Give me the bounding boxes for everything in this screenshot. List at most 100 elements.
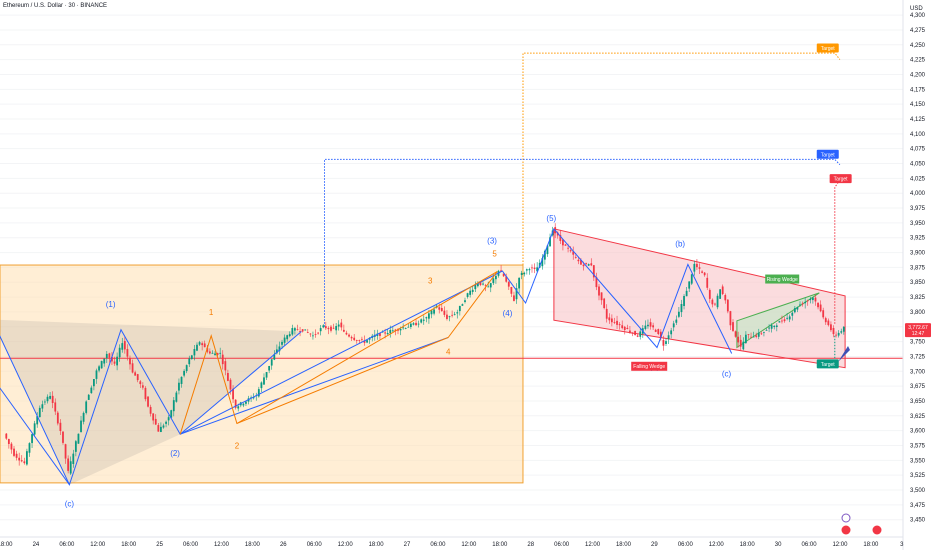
candle-body [296,329,299,331]
candle-body [714,303,716,305]
wave-label: 5 [492,250,497,259]
target-tag [816,43,839,53]
candle-body [778,321,781,323]
candle-body [520,272,523,275]
price-tick: 3,575 [910,443,926,449]
candle-body [832,327,835,335]
candle-body [559,234,562,241]
candle-body [190,355,193,360]
rising-wedge-zone [736,292,820,349]
candle-body [154,418,157,425]
rising-wedge-tag [765,274,800,284]
wave-label: 4 [446,348,451,357]
candle-body [840,331,843,333]
candle-body [711,299,714,305]
candle-body [608,317,611,321]
candle-body [118,347,121,358]
candle-body [59,422,62,432]
candle-body [337,324,340,327]
time-tick: 18:00 [369,542,385,548]
candle-body [399,328,402,331]
candle-body [245,401,247,404]
time-tick: 26 [280,542,287,548]
candle-body [456,312,459,314]
time-tick: 24 [33,542,40,548]
candle-body [827,320,830,326]
candle-body [160,426,162,432]
candle-body [590,263,593,266]
candle-body [252,397,255,399]
candle-body [546,245,549,255]
candle-body [13,448,15,456]
candle-body [260,382,263,389]
candle-body [453,314,456,316]
candle-body [536,267,539,272]
consolidation-box [0,264,524,484]
falling-wedge-label: Falling Wedge [633,364,665,370]
target-label: Target [834,177,849,183]
candle-body [791,312,794,316]
candle-body [580,260,582,265]
candle-body [572,251,575,255]
candle-body [670,330,673,335]
price-tick: 3,800 [910,310,926,316]
candle-body [314,334,317,335]
candle-body [242,403,245,406]
candle-body [389,329,392,334]
candle-body [587,264,590,266]
price-tick: 3,925 [910,236,926,242]
candle-body [5,433,8,439]
candle-body [706,277,709,288]
candle-body [273,354,276,360]
candle-body [518,277,521,289]
candle-body [283,337,286,343]
candle-body [667,335,670,340]
candle-body [144,387,147,400]
candle-body [49,395,51,399]
price-tick: 4,250 [910,43,926,49]
price-tick: 4,200 [910,72,926,78]
candle-body [629,330,631,333]
candle-body [80,420,82,433]
wave-line [0,387,70,485]
candle-body [703,272,706,276]
candle-body [26,451,28,465]
candle-body [788,316,791,320]
candle-body [428,313,430,319]
candle-body [621,325,624,329]
candle-body [23,461,26,464]
target-tag [816,359,839,369]
candle-body [366,340,368,343]
candle-body [757,332,760,337]
wave-line [180,337,449,435]
price-tick: 3,700 [910,369,926,375]
candle-body [82,412,85,422]
candle-body [412,323,415,325]
time-tick: 18:00 [121,542,137,548]
price-tick: 3,900 [910,251,926,257]
price-tick: 4,050 [910,162,926,168]
candle-body [677,311,680,317]
flag-icon [872,525,882,535]
candle-body [634,331,636,335]
time-tick: 18:00 [492,542,508,548]
candle-body [198,342,201,345]
time-tick: 12:00 [214,542,230,548]
candle-body [193,349,196,356]
candle-body [796,307,799,310]
price-tick: 4,000 [910,191,926,197]
candle-body [549,237,551,247]
candle-body [657,329,660,335]
candle-body [234,399,237,408]
candle-body [322,325,325,328]
candle-body [67,458,70,471]
candle-body [685,290,688,297]
time-tick: 06:00 [59,542,75,548]
candle-body [170,410,173,418]
candle-body [804,301,807,304]
candle-body [420,319,423,323]
candle-body [229,379,232,390]
candle-body [417,323,420,325]
candle-body [134,372,137,376]
